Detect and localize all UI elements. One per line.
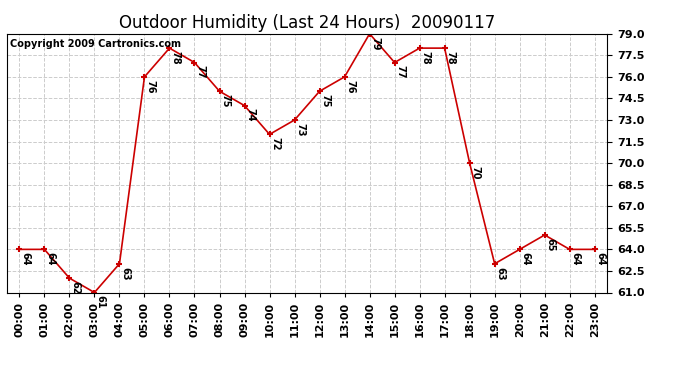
- Text: 64: 64: [20, 252, 30, 266]
- Text: 62: 62: [70, 281, 80, 294]
- Title: Outdoor Humidity (Last 24 Hours)  20090117: Outdoor Humidity (Last 24 Hours) 2009011…: [119, 14, 495, 32]
- Text: 73: 73: [295, 123, 305, 136]
- Text: 77: 77: [395, 65, 405, 79]
- Text: 64: 64: [570, 252, 580, 266]
- Text: 72: 72: [270, 137, 280, 151]
- Text: 79: 79: [370, 36, 380, 50]
- Text: 76: 76: [345, 80, 355, 93]
- Text: 78: 78: [170, 51, 180, 64]
- Text: 76: 76: [145, 80, 155, 93]
- Text: 61: 61: [95, 295, 105, 309]
- Text: 70: 70: [470, 166, 480, 179]
- Text: 78: 78: [420, 51, 430, 64]
- Text: 63: 63: [495, 267, 505, 280]
- Text: 64: 64: [45, 252, 55, 266]
- Text: 77: 77: [195, 65, 205, 79]
- Text: 75: 75: [220, 94, 230, 108]
- Text: 74: 74: [245, 108, 255, 122]
- Text: 63: 63: [120, 267, 130, 280]
- Text: 75: 75: [320, 94, 330, 108]
- Text: 65: 65: [545, 238, 555, 251]
- Text: 64: 64: [520, 252, 530, 266]
- Text: 78: 78: [445, 51, 455, 64]
- Text: Copyright 2009 Cartronics.com: Copyright 2009 Cartronics.com: [10, 39, 181, 49]
- Text: 64: 64: [595, 252, 605, 266]
